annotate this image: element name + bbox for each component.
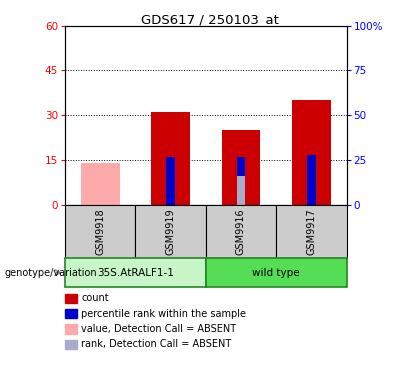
Bar [65,324,77,334]
Bar [206,258,346,287]
Bar [65,205,135,258]
Bar [65,309,77,318]
Bar [65,340,77,349]
Text: 35S.AtRALF1-1: 35S.AtRALF1-1 [97,268,174,278]
Bar [166,157,175,205]
Bar [276,205,346,258]
Text: GDS617 / 250103_at: GDS617 / 250103_at [141,13,279,26]
Bar [307,155,315,205]
Bar [237,176,245,205]
Bar [65,294,77,303]
Bar [135,205,206,258]
Bar [81,163,120,205]
Text: wild type: wild type [252,268,300,278]
Bar [292,100,331,205]
Text: genotype/variation: genotype/variation [4,268,97,278]
Text: percentile rank within the sample: percentile rank within the sample [81,309,246,319]
Text: count: count [81,293,109,303]
Text: GSM9919: GSM9919 [165,208,176,255]
Bar [151,112,190,205]
Bar [222,130,260,205]
Bar [65,258,206,287]
Text: rank, Detection Call = ABSENT: rank, Detection Call = ABSENT [81,339,231,350]
Text: GSM9916: GSM9916 [236,208,246,255]
Bar [206,205,276,258]
Text: value, Detection Call = ABSENT: value, Detection Call = ABSENT [81,324,236,334]
Text: GSM9917: GSM9917 [306,208,316,255]
Text: GSM9918: GSM9918 [95,208,105,255]
Bar [237,157,245,205]
